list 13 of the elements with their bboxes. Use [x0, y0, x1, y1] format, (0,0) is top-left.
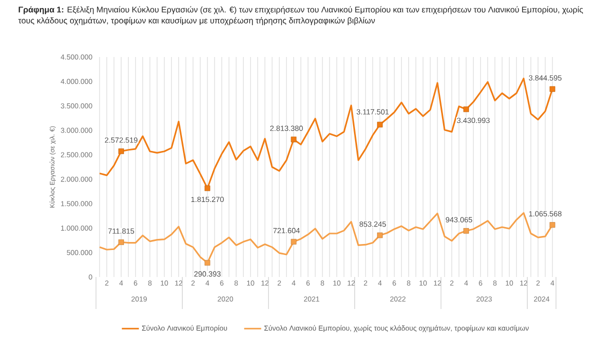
point — [463, 228, 469, 234]
chart-title: Γράφημα 1: Εξέλιξη Μηνιαίου Κύκλου Εργασιών (σε χιλ. €) των επιχειρήσεων του Λιανικού Εμπορίου και των επιχειρήσεων του Λιανικού Εμπορίου, χωρίς τους κλάδους οχημάτων, τροφίμων και καυσίμων με υποχρέωση τήρησης διπλογραφικών βιβλίων — [18, 6, 583, 26]
point — [118, 148, 124, 154]
point — [550, 222, 556, 228]
point — [290, 238, 296, 245]
point — [377, 122, 383, 128]
point — [463, 106, 469, 112]
point — [118, 239, 124, 245]
point — [204, 185, 210, 192]
point — [377, 232, 383, 238]
point — [290, 136, 296, 142]
point — [204, 260, 210, 266]
point — [550, 86, 556, 92]
